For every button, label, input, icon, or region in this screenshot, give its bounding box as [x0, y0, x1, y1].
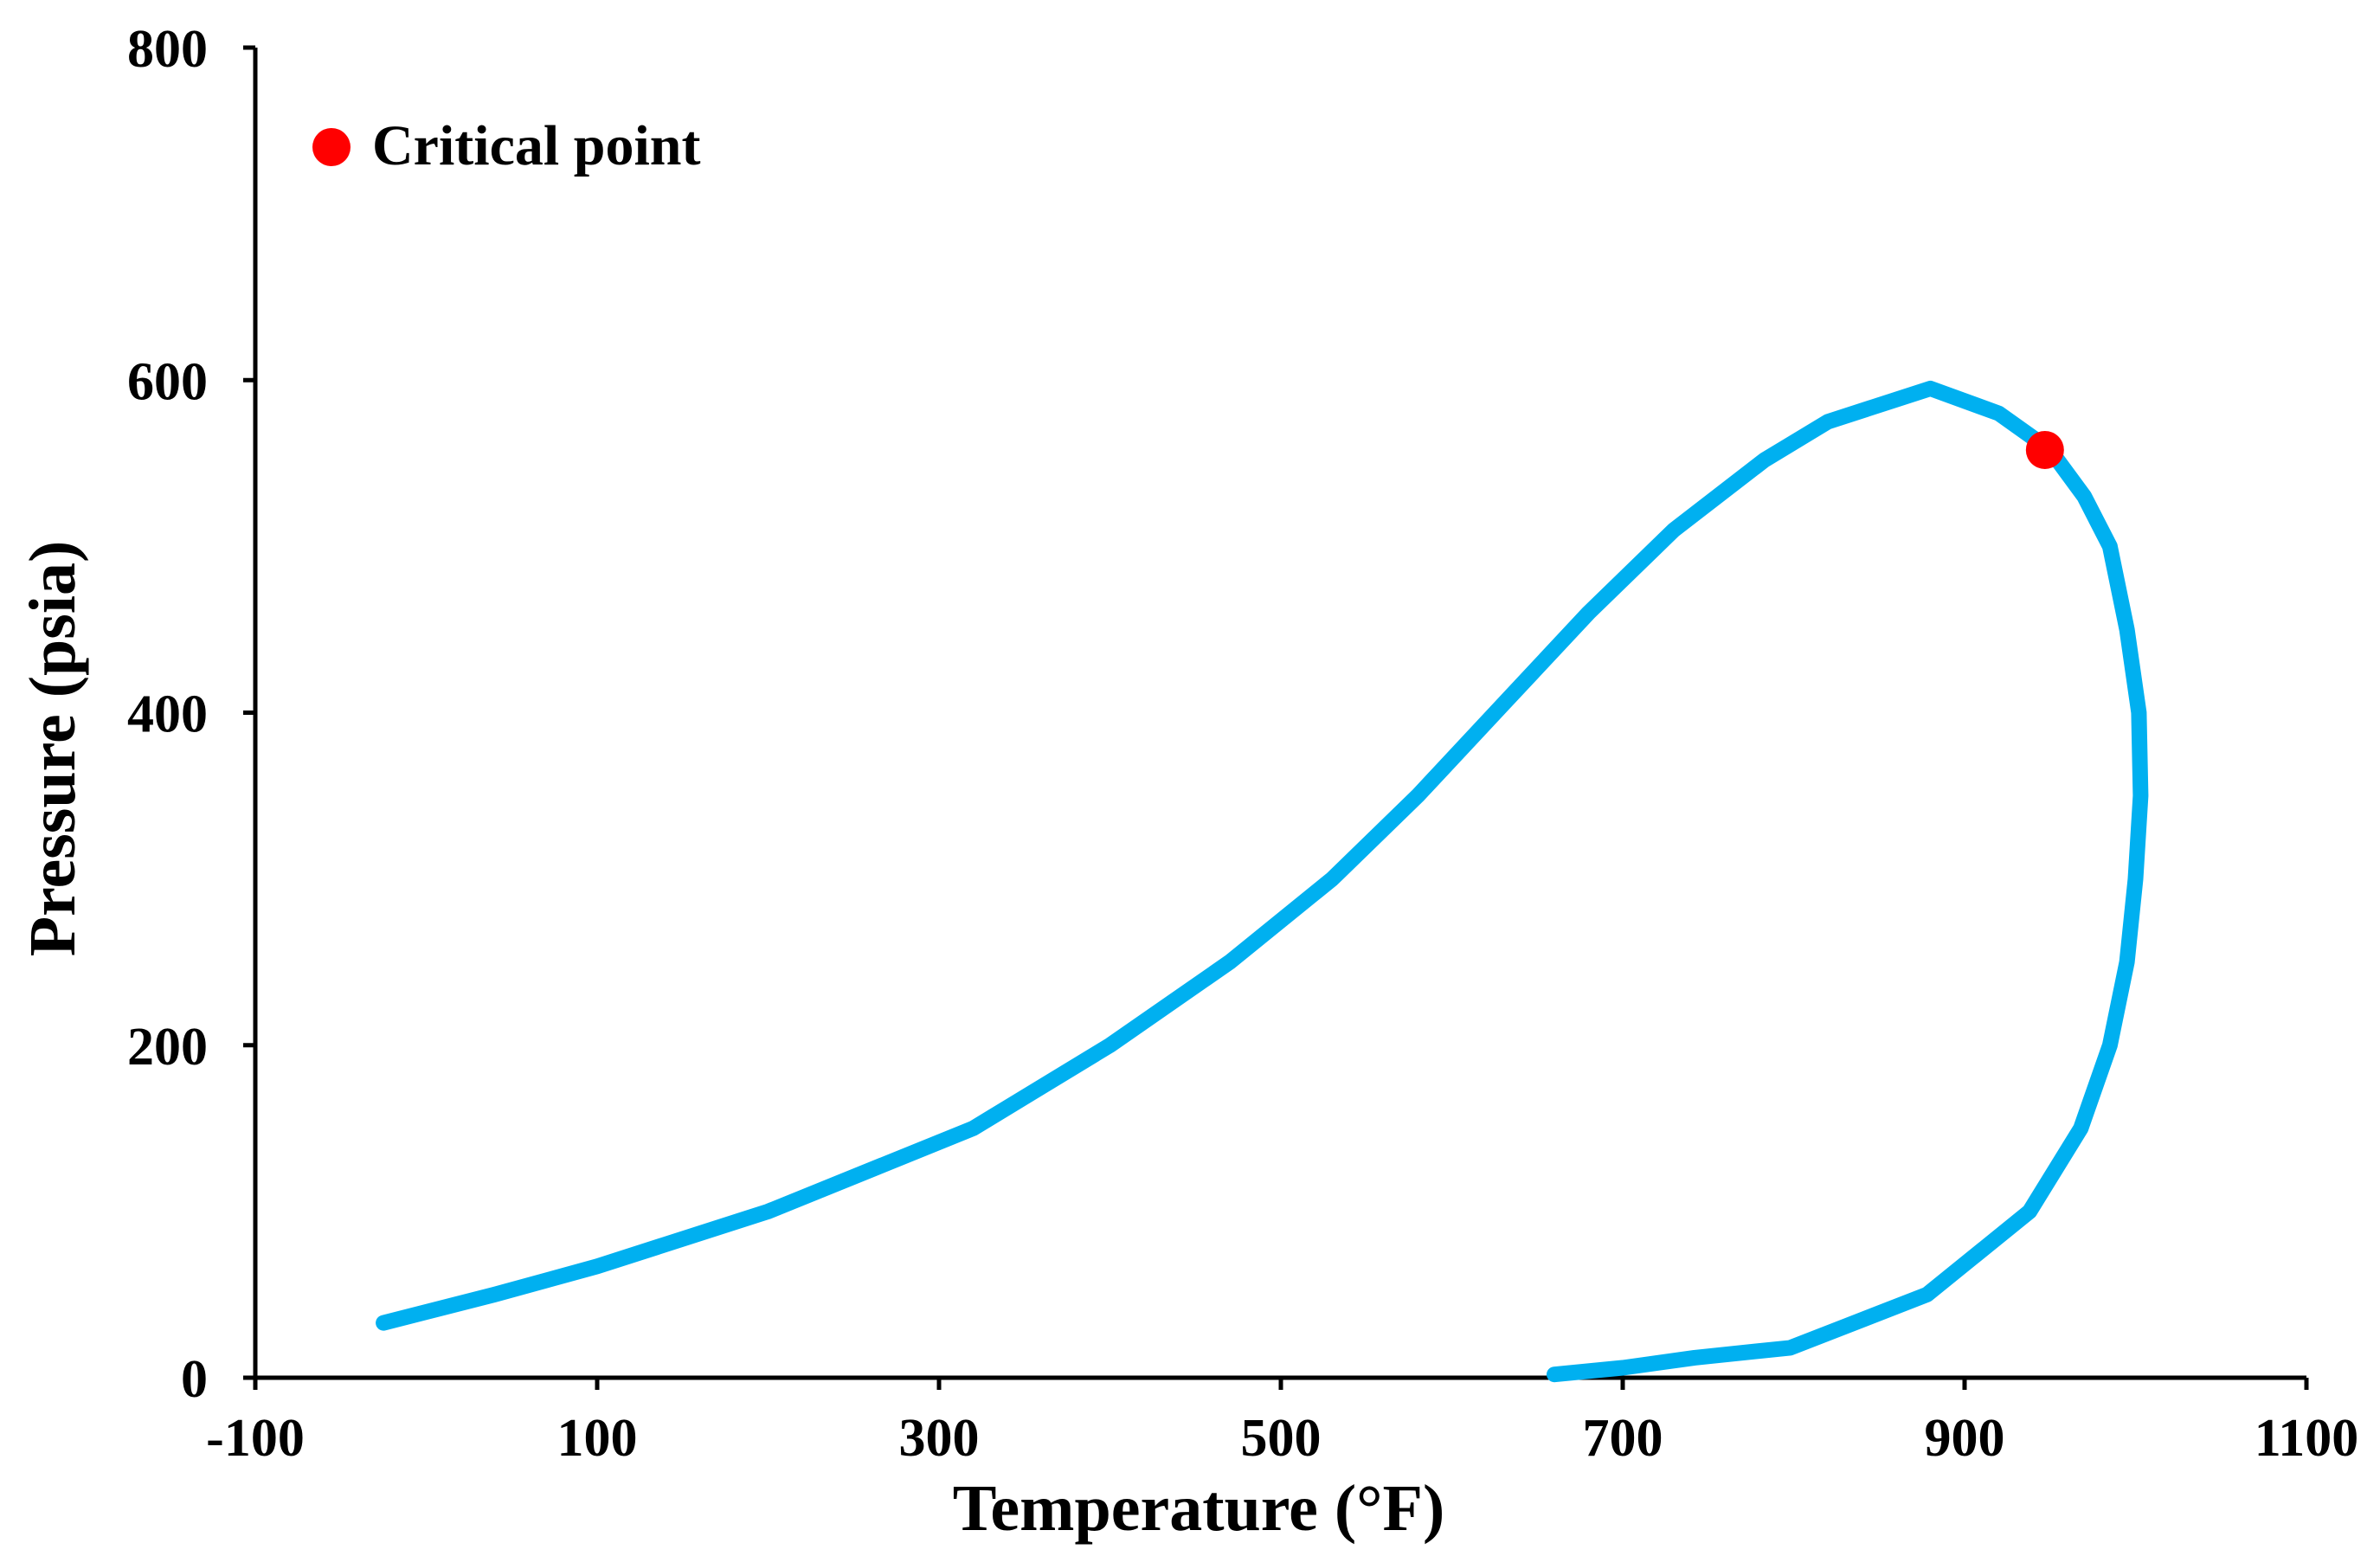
- markers-layer: [2025, 430, 2064, 469]
- y-axis-title: Pressure (psia): [16, 541, 89, 957]
- x-tick-label: 100: [557, 1409, 638, 1468]
- x-axis-title: Temperature (°F): [953, 1472, 1445, 1545]
- series-layer: [376, 380, 2149, 1383]
- phase-envelope-line: [376, 380, 2149, 1383]
- y-tick-label: 200: [127, 1018, 208, 1077]
- y-tick-label: 0: [181, 1350, 208, 1409]
- x-tick-label: -100: [206, 1409, 305, 1468]
- y-tick-label: 600: [127, 352, 208, 411]
- x-tick-label: 900: [1925, 1409, 2005, 1468]
- critical-point-marker: [2025, 430, 2064, 469]
- ticks-layer: -100 100 300 500 700 900 1100 0 200 400 600 800: [127, 20, 2358, 1468]
- x-tick-label: 500: [1241, 1409, 1322, 1468]
- y-tick-label: 800: [127, 20, 208, 79]
- x-tick-label: 300: [899, 1409, 980, 1468]
- axes-layer: [253, 48, 2306, 1380]
- legend-critical-point-label: Critical point: [372, 114, 700, 177]
- legend: Critical point: [312, 114, 700, 177]
- x-tick-label: 700: [1583, 1409, 1663, 1468]
- legend-critical-point-marker: [312, 128, 351, 166]
- x-tick-label: 1100: [2255, 1409, 2359, 1468]
- y-tick-label: 400: [127, 685, 208, 744]
